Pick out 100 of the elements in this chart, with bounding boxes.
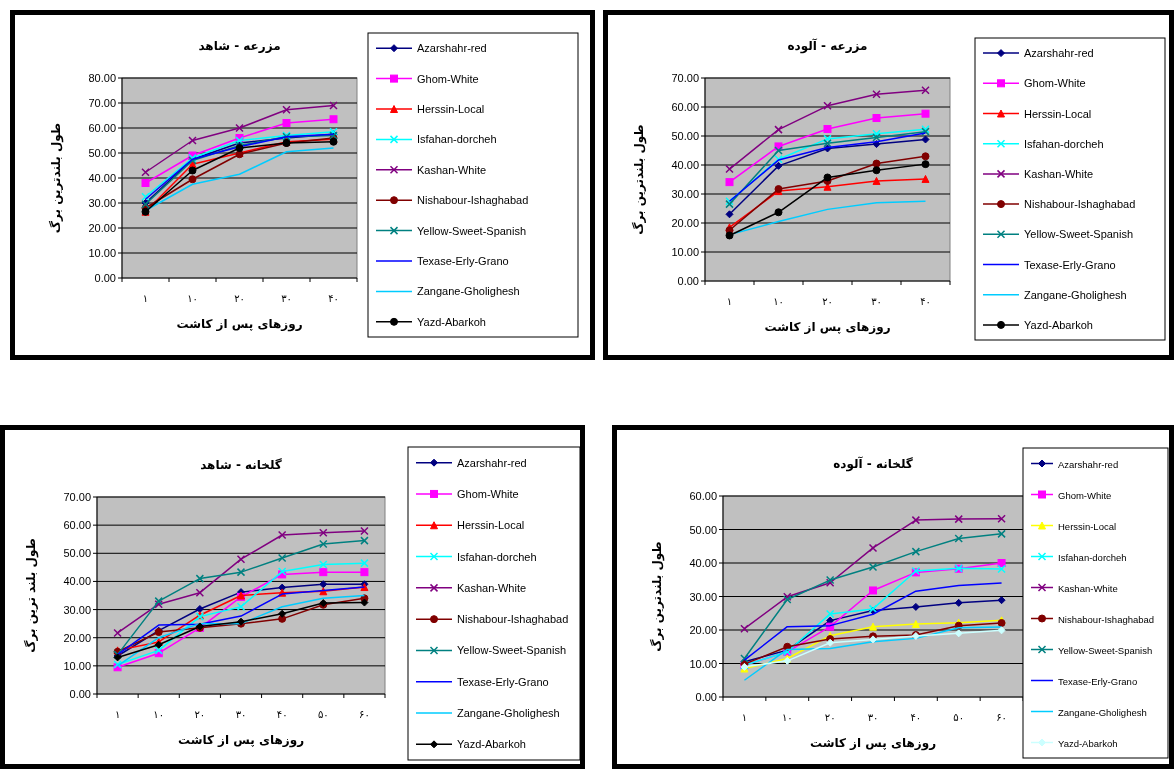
x-tick-label: ۴۰ (910, 712, 922, 723)
legend-label: Ghom-White (1024, 77, 1086, 90)
legend-label: Yazd-Abarkoh (457, 738, 526, 751)
x-tick-label: ۱۰ (153, 709, 165, 720)
legend-label: Texase-Erly-Grano (1024, 258, 1116, 271)
legend-label: Azarshahr-red (457, 456, 527, 469)
legend-label: Herssin-Local (417, 103, 485, 115)
legend-label: Kashan-White (417, 163, 487, 176)
legend-label: Nishabour-Ishaghabad (1058, 613, 1155, 625)
legend-label: Ghom-White (457, 487, 519, 500)
chart-title: مزرعه - شاهد (198, 39, 281, 53)
y-tick-label: 60.00 (63, 519, 91, 532)
legend-label: Kashan-White (1058, 582, 1118, 594)
x-tick-label: ۵۰ (317, 709, 329, 720)
x-tick-label: ۶۰ (996, 712, 1007, 723)
legend-label: Isfahan-dorcheh (457, 550, 537, 563)
legend-label: Yazd-Abarkoh (417, 315, 486, 328)
x-axis-title: روزهای پس از کاشت (764, 320, 891, 335)
legend-label: Zangane-Gholighesh (1024, 288, 1127, 301)
y-tick-label: 0.00 (695, 691, 717, 703)
legend-label: Herssin-Local (457, 519, 525, 532)
x-tick-label: ۱ (726, 296, 733, 307)
y-tick-label: 60.00 (689, 490, 717, 502)
legend-label: Zangane-Gholighesh (1058, 706, 1147, 718)
x-tick-label: ۴۰ (920, 296, 931, 307)
legend-label: Herssin-Local (1058, 520, 1117, 532)
y-axis-title: طول بلندترین برگ (649, 541, 665, 652)
y-tick-label: 70.00 (671, 72, 699, 84)
x-tick-label: ۱ (114, 709, 121, 720)
x-tick-label: ۵۰ (953, 712, 965, 723)
x-tick-label: ۲۰ (822, 296, 833, 307)
x-tick-label: ۱۰ (781, 712, 793, 723)
y-tick-label: 80.00 (88, 72, 116, 84)
x-tick-label: ۱ (142, 293, 149, 304)
x-tick-label: ۲۰ (234, 293, 245, 304)
chart-title: گلخانه - آلوده (833, 456, 913, 472)
legend-label: Yazd-Abarkoh (1058, 737, 1118, 749)
legend-label: Isfahan-dorcheh (1058, 551, 1127, 563)
y-tick-label: 70.00 (88, 97, 116, 109)
y-tick-label: 30.00 (63, 603, 91, 616)
legend-label: Kashan-White (457, 581, 527, 594)
x-tick-label: ۶۰ (359, 709, 370, 720)
x-tick-label: ۱ (741, 712, 748, 723)
y-tick-label: 20.00 (671, 217, 699, 229)
legend-label: Nishabour-Ishaghabad (417, 194, 529, 207)
legend-label: Nishabour-Ishaghabad (1024, 198, 1136, 211)
legend-label: Yellow-Sweet-Spanish (1024, 228, 1134, 241)
legend-label: Yazd-Abarkoh (1024, 318, 1093, 331)
y-tick-label: 30.00 (88, 197, 116, 209)
x-tick-label: ۴۰ (328, 293, 339, 304)
y-tick-label: 10.00 (88, 247, 116, 259)
legend-label: Zangane-Gholighesh (457, 707, 560, 720)
y-tick-label: 20.00 (63, 631, 91, 644)
y-tick-label: 10.00 (689, 657, 717, 670)
legend-label: Texase-Erly-Grano (457, 675, 549, 688)
legend-label: Azarshahr-red (417, 42, 487, 55)
y-axis-title: طول بلندترین برگ (631, 124, 647, 235)
y-tick-label: 40.00 (689, 557, 717, 569)
y-tick-label: 60.00 (88, 122, 116, 134)
x-tick-label: ۴۰ (276, 709, 288, 720)
y-tick-label: 60.00 (671, 101, 699, 113)
y-axis-title: طول بلند ترین برگ (23, 538, 39, 653)
chart-title: مزرعه - آلوده (787, 38, 868, 54)
x-axis-title: روزهای پس از کاشت (177, 733, 305, 748)
y-axis-title: طول بلندترین برگ (48, 122, 64, 234)
y-tick-label: 10.00 (671, 246, 699, 258)
y-tick-label: 30.00 (671, 188, 699, 200)
y-tick-label: 50.00 (88, 147, 116, 159)
legend-label: Nishabour-Ishaghabad (457, 613, 569, 626)
x-tick-label: ۱۰ (773, 296, 784, 307)
legend-label: Isfahan-dorcheh (417, 133, 497, 146)
x-tick-label: ۳۰ (281, 293, 292, 304)
y-tick-label: 0.00 (69, 688, 91, 700)
y-tick-label: 10.00 (63, 659, 91, 672)
y-tick-label: 50.00 (671, 130, 699, 142)
y-tick-label: 70.00 (63, 491, 91, 503)
legend-label: Texase-Erly-Grano (417, 255, 509, 267)
x-tick-label: ۳۰ (235, 709, 247, 720)
y-tick-label: 40.00 (63, 575, 91, 588)
legend-label: Herssin-Local (1024, 107, 1092, 120)
x-tick-label: ۳۰ (867, 712, 879, 723)
y-tick-label: 0.00 (94, 272, 116, 284)
legend-label: Yellow-Sweet-Spanish (457, 644, 567, 657)
legend-label: Ghom-White (1058, 489, 1112, 501)
y-tick-label: 40.00 (671, 159, 699, 171)
legend-label: Yellow-Sweet-Spanish (417, 224, 527, 237)
legend-label: Zangane-Gholighesh (417, 285, 520, 298)
legend-label: Kashan-White (1024, 167, 1094, 180)
legend-label: Azarshahr-red (1058, 458, 1119, 470)
chart-title: گلخانه - شاهد (200, 458, 282, 472)
legend-label: Texase-Erly-Grano (1058, 675, 1138, 687)
x-axis-title: روزهای پس از کاشت (176, 317, 303, 332)
x-tick-label: ۲۰ (194, 709, 206, 720)
x-tick-label: ۳۰ (871, 296, 882, 307)
y-tick-label: 40.00 (88, 172, 116, 184)
y-tick-label: 20.00 (689, 624, 717, 636)
y-tick-label: 30.00 (689, 590, 717, 603)
y-tick-label: 20.00 (88, 222, 116, 234)
legend-label: Azarshahr-red (1024, 47, 1094, 60)
legend-label: Yellow-Sweet-Spanish (1058, 644, 1153, 656)
